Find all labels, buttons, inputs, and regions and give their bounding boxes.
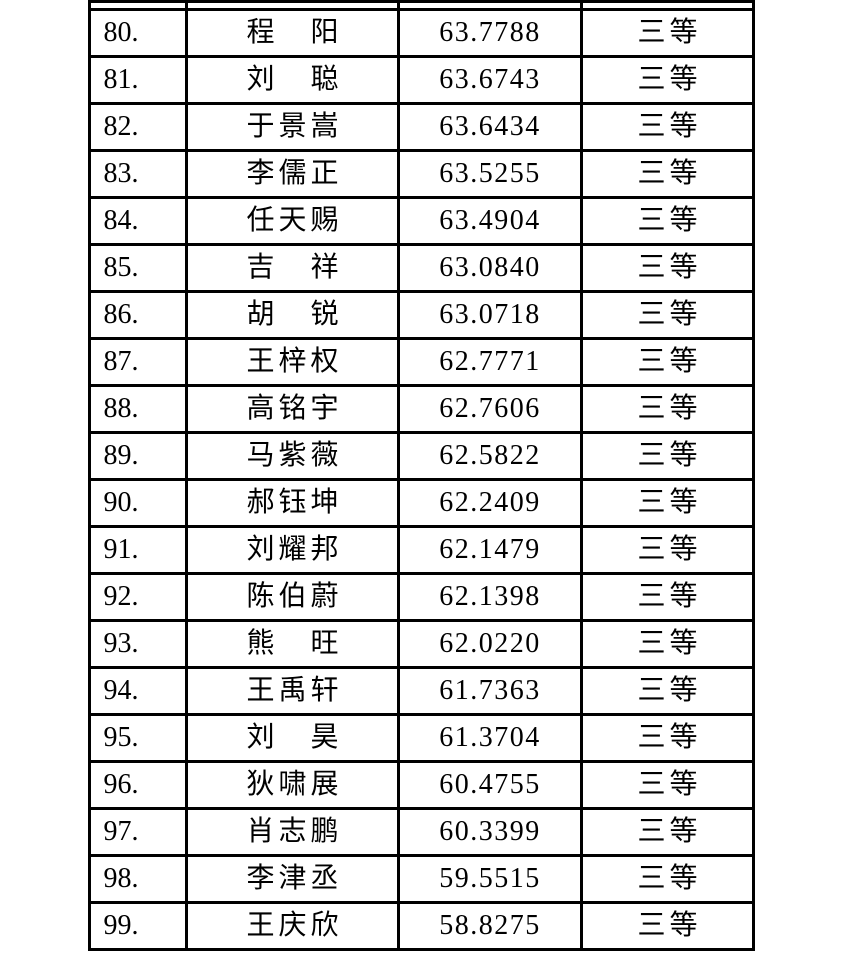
grade-cell: 三等 [583, 246, 752, 290]
name-cell: 李儒正 [188, 152, 397, 196]
score-cell: 62.7771 [400, 340, 580, 384]
score-cell: 60.4755 [400, 763, 580, 807]
name-cell: 刘 聪 [188, 58, 397, 102]
grade-cell: 三等 [583, 622, 752, 666]
score-cell: 62.1398 [400, 575, 580, 619]
previous-row-sliver-score [400, 3, 580, 8]
grade-cell: 三等 [583, 340, 752, 384]
score-cell: 62.7606 [400, 387, 580, 431]
rank-cell: 93. [91, 622, 185, 666]
score-cell: 63.6743 [400, 58, 580, 102]
name-cell: 高铭宇 [188, 387, 397, 431]
rank-cell: 97. [91, 810, 185, 854]
score-cell: 62.1479 [400, 528, 580, 572]
rank-cell: 81. [91, 58, 185, 102]
name-cell: 程 阳 [188, 11, 397, 55]
grade-cell: 三等 [583, 481, 752, 525]
rank-cell: 91. [91, 528, 185, 572]
name-cell: 于景嵩 [188, 105, 397, 149]
score-cell: 61.7363 [400, 669, 580, 713]
score-cell: 63.7788 [400, 11, 580, 55]
name-cell: 马紫薇 [188, 434, 397, 478]
grade-cell: 三等 [583, 152, 752, 196]
name-cell: 陈伯蔚 [188, 575, 397, 619]
rank-cell: 95. [91, 716, 185, 760]
grade-cell: 三等 [583, 716, 752, 760]
rank-cell: 86. [91, 293, 185, 337]
grade-cell: 三等 [583, 763, 752, 807]
score-cell: 63.0840 [400, 246, 580, 290]
name-cell: 刘 昊 [188, 716, 397, 760]
grade-cell: 三等 [583, 575, 752, 619]
grade-cell: 三等 [583, 857, 752, 901]
name-cell: 郝钰坤 [188, 481, 397, 525]
grade-cell: 三等 [583, 528, 752, 572]
score-cell: 63.6434 [400, 105, 580, 149]
score-cell: 63.5255 [400, 152, 580, 196]
grade-cell: 三等 [583, 669, 752, 713]
grade-cell: 三等 [583, 434, 752, 478]
previous-row-sliver-rank [91, 3, 185, 8]
rank-cell: 99. [91, 904, 185, 948]
score-cell: 61.3704 [400, 716, 580, 760]
grade-cell: 三等 [583, 105, 752, 149]
rank-cell: 84. [91, 199, 185, 243]
rank-cell: 90. [91, 481, 185, 525]
name-cell: 吉 祥 [188, 246, 397, 290]
score-cell: 59.5515 [400, 857, 580, 901]
name-cell: 胡 锐 [188, 293, 397, 337]
previous-row-sliver-grade [583, 3, 752, 8]
rank-cell: 87. [91, 340, 185, 384]
name-cell: 刘耀邦 [188, 528, 397, 572]
rank-cell: 98. [91, 857, 185, 901]
name-cell: 王梓权 [188, 340, 397, 384]
score-cell: 63.4904 [400, 199, 580, 243]
rank-cell: 85. [91, 246, 185, 290]
rank-cell: 92. [91, 575, 185, 619]
grade-cell: 三等 [583, 293, 752, 337]
grade-cell: 三等 [583, 904, 752, 948]
rank-cell: 96. [91, 763, 185, 807]
grade-cell: 三等 [583, 11, 752, 55]
score-cell: 58.8275 [400, 904, 580, 948]
score-table: 80. 程 阳 63.7788 三等 81. 刘 聪 63.6743 三等 82… [88, 0, 755, 951]
score-cell: 63.0718 [400, 293, 580, 337]
name-cell: 李津丞 [188, 857, 397, 901]
name-cell: 王禹轩 [188, 669, 397, 713]
rank-cell: 80. [91, 11, 185, 55]
name-cell: 王庆欣 [188, 904, 397, 948]
rank-cell: 89. [91, 434, 185, 478]
rank-cell: 94. [91, 669, 185, 713]
rank-cell: 83. [91, 152, 185, 196]
grade-cell: 三等 [583, 58, 752, 102]
name-cell: 狄啸展 [188, 763, 397, 807]
name-cell: 熊 旺 [188, 622, 397, 666]
rank-cell: 88. [91, 387, 185, 431]
name-cell: 肖志鹏 [188, 810, 397, 854]
grade-cell: 三等 [583, 810, 752, 854]
score-cell: 62.5822 [400, 434, 580, 478]
grade-cell: 三等 [583, 387, 752, 431]
score-cell: 62.2409 [400, 481, 580, 525]
grade-cell: 三等 [583, 199, 752, 243]
score-cell: 60.3399 [400, 810, 580, 854]
score-cell: 62.0220 [400, 622, 580, 666]
rank-cell: 82. [91, 105, 185, 149]
name-cell: 任天赐 [188, 199, 397, 243]
previous-row-sliver-name [188, 3, 397, 8]
